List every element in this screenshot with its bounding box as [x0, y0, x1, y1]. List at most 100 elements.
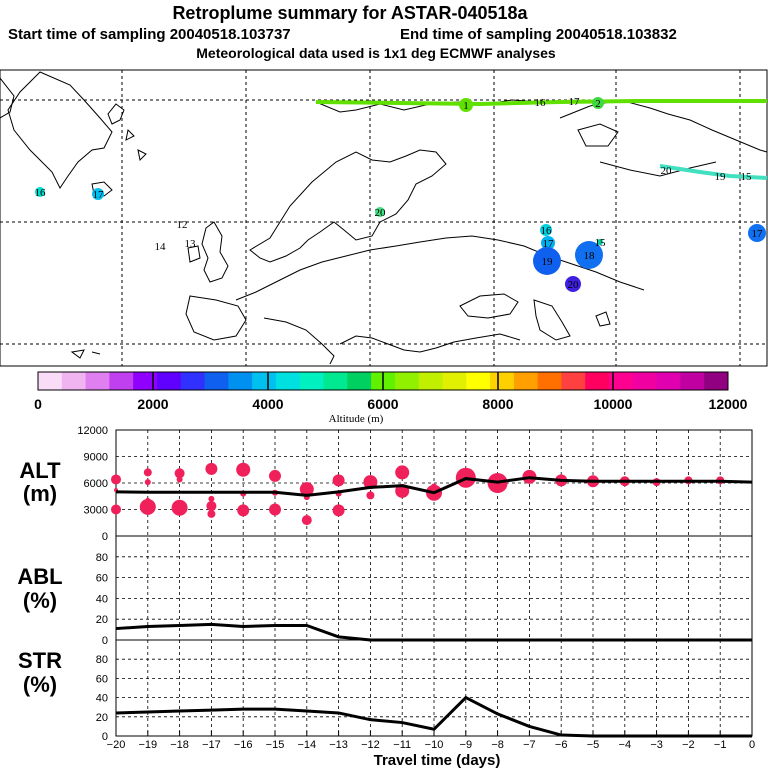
figure-title: Retroplume summary for ASTAR-040518a [172, 3, 528, 23]
y-tick-labels: 0 3000 6000 9000 12000 0 20 40 60 80 0 20 40 60 80 [77, 425, 108, 743]
x-tick: −12 [361, 739, 380, 751]
altitude-point [176, 476, 183, 483]
map-marker [565, 276, 581, 292]
iberia-coast [185, 295, 247, 341]
altitude-point [144, 479, 151, 486]
x-tick: −9 [460, 739, 473, 751]
britain-coast [201, 221, 229, 283]
map-marker-label: 20 [661, 165, 673, 177]
colorbar-cell [61, 372, 87, 390]
altitude-point [269, 469, 281, 482]
abl-y-tick: 40 [96, 593, 108, 605]
x-tick: −8 [491, 739, 504, 751]
colorbar-cell [204, 372, 229, 390]
map-marker-label: 20 [568, 279, 580, 291]
x-tick: −15 [266, 739, 285, 751]
black-sea-coast [459, 293, 519, 319]
colorbar-cell [537, 372, 562, 390]
europe-north-coast [235, 235, 645, 301]
colorbar-cell [156, 372, 182, 390]
abl-series-line [115, 622, 752, 642]
x-tick: −4 [619, 739, 632, 751]
abl-y-tick: 20 [96, 614, 108, 626]
colorbar-cell [609, 372, 634, 390]
alt-y-tick: 3000 [84, 505, 108, 517]
x-tick: −18 [170, 739, 189, 751]
str-y-tick: 20 [96, 712, 108, 724]
small-islands [70, 311, 611, 359]
start-time-text: Start time of sampling 20040518.103737 [8, 26, 291, 43]
x-tick: −14 [297, 739, 316, 751]
map-marker-label: 16 [35, 187, 47, 199]
colorbar-tick: 0 [34, 396, 42, 412]
alt-y-tick: 6000 [84, 478, 108, 490]
alt-unit: (m) [23, 481, 57, 506]
map-marker [575, 241, 603, 269]
trajectory-cyan [659, 164, 768, 180]
colorbar-cell [109, 372, 134, 390]
met-data-text: Meteorological data used is 1x1 deg ECMW… [196, 45, 556, 61]
altitude-point [269, 503, 281, 516]
colorbar-cell [299, 372, 325, 390]
x-tick: −11 [393, 739, 411, 751]
map-marker-label: 15 [595, 237, 607, 249]
trajectory-green [315, 99, 767, 107]
x-tick-labels: −20 −19 −18 −17 −16 −15 −14 −13 −12 −11 −10 −9 −8 −7−… [107, 731, 755, 751]
alt-y-tick: 12000 [77, 425, 108, 437]
str-y-tick: 60 [96, 673, 108, 685]
colorbar-cell [490, 372, 515, 390]
map-marker [748, 224, 766, 242]
map-marker-label: 16 [541, 225, 553, 237]
colorbar-cell [466, 372, 491, 390]
colorbar-cell [442, 372, 467, 390]
altitude-point [171, 499, 188, 516]
altitude-point [332, 504, 345, 517]
colorbar-cell [394, 372, 420, 390]
x-tick: −17 [202, 739, 221, 751]
str-y-tick: 80 [96, 654, 108, 666]
colorbar-cell [228, 372, 253, 390]
altitude-point [431, 483, 437, 490]
map-marker [533, 247, 561, 275]
str-y-tick: 0 [102, 731, 108, 743]
colorbar-cell [323, 372, 348, 390]
alt-label: ALT [19, 458, 61, 483]
altitude-point [111, 504, 121, 515]
map-marker-label: 17 [569, 96, 581, 108]
map-marker-label: 17 [543, 238, 555, 250]
ireland-coast [187, 245, 201, 263]
colorbar-cell [85, 372, 110, 390]
altitude-point [395, 465, 410, 480]
map-marker [540, 224, 552, 236]
x-tick: −5 [587, 739, 600, 751]
colorbar-cell [561, 372, 586, 390]
altitude-point [143, 468, 152, 477]
series-lines [115, 476, 753, 738]
colorbar-cell [180, 372, 206, 390]
map-marker-label: 15 [741, 171, 753, 183]
altitude-point [207, 509, 216, 518]
canada-coast [0, 77, 15, 119]
colorbar-tick: 6000 [367, 396, 398, 412]
str-label: STR [18, 648, 62, 673]
str-y-tick: 40 [96, 693, 108, 705]
x-tick: −6 [555, 739, 568, 751]
altitude-point [366, 491, 375, 500]
scandinavia-coast [249, 149, 447, 263]
x-tick: −20 [107, 739, 126, 751]
altitude-point [237, 504, 250, 517]
map-gridlines [0, 70, 767, 366]
colorbar-cell [585, 372, 610, 390]
map-marker-label: 2 [595, 98, 601, 110]
colorbar-cell [632, 372, 658, 390]
x-tick: −16 [234, 739, 253, 751]
trajectory-lines [315, 99, 768, 180]
x-tick: −3 [650, 739, 663, 751]
map-marker-label: 19 [715, 171, 727, 183]
colorbar-cell [513, 372, 539, 390]
map-marker-label: 1 [463, 100, 469, 112]
str-unit: (%) [23, 672, 57, 697]
end-time-text: End time of sampling 20040518.103832 [400, 26, 677, 43]
